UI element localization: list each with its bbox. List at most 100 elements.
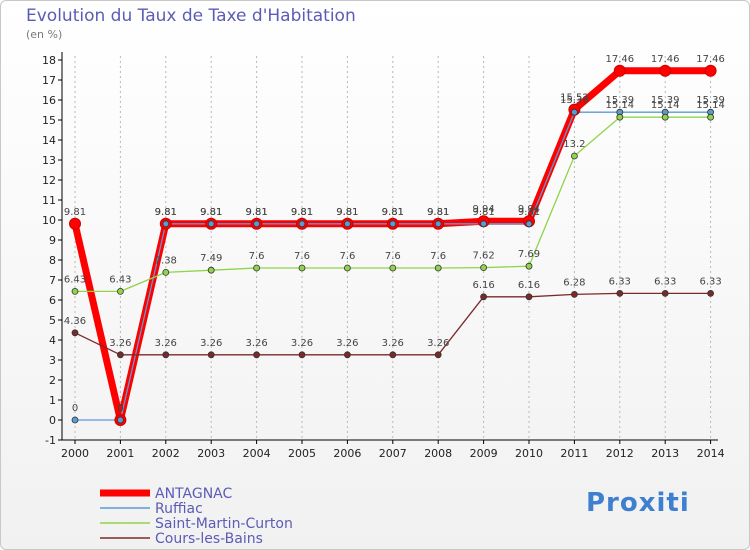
data-label: 7.6: [385, 251, 401, 262]
data-point: [343, 220, 351, 228]
data-label: 15.14: [651, 100, 680, 111]
data-point: [704, 64, 717, 77]
data-label: 3.26: [109, 338, 131, 349]
data-label: 0: [117, 403, 123, 414]
y-tick-label: 1: [49, 394, 56, 407]
data-point: [571, 290, 578, 298]
data-label: 9.94: [518, 204, 540, 215]
data-point: [389, 351, 397, 359]
y-tick-label: 14: [42, 134, 56, 147]
data-label: 17.46: [651, 54, 680, 65]
x-tick-label: 2006: [333, 447, 361, 460]
y-tick-label: 0: [49, 414, 56, 427]
data-label: 15.39: [651, 95, 680, 106]
y-tick-label: 4: [49, 334, 56, 347]
data-label: 0: [117, 403, 123, 414]
y-tick-label: 15: [42, 114, 56, 127]
legend-label: Saint-Martin-Curton: [155, 516, 293, 532]
x-tick-label: 2014: [697, 447, 725, 460]
data-point: [525, 262, 533, 270]
y-tick-label: 17: [42, 74, 56, 87]
data-label: 3.26: [382, 338, 404, 349]
data-label: 9.81: [427, 207, 449, 218]
data-label: 7.69: [518, 249, 540, 260]
data-point: [71, 416, 79, 424]
data-point: [71, 329, 79, 337]
data-point: [616, 289, 624, 297]
data-point: [117, 416, 124, 424]
data-point: [480, 293, 488, 301]
data-point: [661, 289, 669, 297]
data-point: [207, 351, 215, 359]
data-point: [613, 64, 626, 77]
data-label: 13.2: [563, 139, 585, 150]
data-label: 17.46: [696, 54, 725, 65]
data-label: 9.94: [472, 204, 494, 215]
data-point: [480, 264, 488, 272]
data-label: 3.26: [336, 338, 358, 349]
data-point: [117, 287, 124, 295]
data-point: [389, 264, 397, 272]
x-tick-label: 2003: [197, 447, 225, 460]
x-tick-label: 2008: [424, 447, 452, 460]
data-point: [207, 266, 215, 274]
data-label: 17.46: [605, 54, 634, 65]
data-label: 9.81: [200, 207, 222, 218]
data-point: [434, 220, 442, 228]
legend-label: Cours-les-Bains: [155, 531, 263, 547]
data-label: 6.16: [518, 280, 540, 291]
data-label: 9.81: [472, 207, 494, 218]
data-label: 4.36: [64, 316, 86, 327]
x-tick-label: 2001: [106, 447, 134, 460]
data-label: 15.14: [605, 100, 634, 111]
data-label: 3.26: [245, 338, 267, 349]
data-label: 7.6: [430, 251, 446, 262]
y-tick-label: 2: [49, 374, 56, 387]
data-point: [162, 220, 170, 228]
x-tick-label: 2007: [379, 447, 407, 460]
y-axis-unit-label: (en %): [26, 28, 63, 41]
data-label: 6.33: [654, 276, 676, 287]
data-label: 15.14: [696, 100, 725, 111]
y-tick-label: 7: [49, 274, 56, 287]
data-label: 7.6: [294, 251, 310, 262]
y-tick-label: 10: [42, 214, 56, 227]
data-label: 6.16: [472, 280, 494, 291]
data-point: [253, 220, 261, 228]
data-point: [661, 113, 669, 121]
legend-label: Ruffiac: [155, 501, 203, 517]
data-label: 9.81: [382, 207, 404, 218]
data-label: 9.81: [155, 207, 177, 218]
y-tick-label: 13: [42, 154, 56, 167]
data-label: 9.81: [336, 207, 358, 218]
data-label: 7.49: [200, 253, 222, 264]
data-point: [253, 264, 261, 272]
data-label: 9.81: [427, 207, 449, 218]
data-label: 9.81: [518, 207, 540, 218]
data-label: 3.26: [427, 338, 449, 349]
data-label: 9.81: [155, 207, 177, 218]
data-point: [616, 113, 624, 121]
data-label: 7.62: [472, 251, 494, 262]
data-label: 7.6: [339, 251, 355, 262]
data-label: 15.52: [560, 93, 589, 104]
data-point: [434, 351, 442, 359]
data-label: 3.26: [200, 338, 222, 349]
data-point: [162, 268, 170, 276]
data-point: [525, 220, 533, 228]
data-label: 3.26: [155, 338, 177, 349]
data-label: 9.81: [64, 207, 86, 218]
data-point: [343, 351, 351, 359]
data-label: 9.81: [336, 207, 358, 218]
y-tick-label: 18: [42, 54, 56, 67]
data-label: 6.33: [699, 276, 721, 287]
x-tick-label: 2010: [515, 447, 543, 460]
y-tick-label: 12: [42, 174, 56, 187]
data-point: [571, 152, 578, 160]
data-label: 15.39: [605, 95, 634, 106]
data-point: [207, 220, 215, 228]
data-label: 3.26: [291, 338, 313, 349]
data-label: 15.39: [560, 95, 589, 106]
x-tick-label: 2012: [606, 447, 634, 460]
